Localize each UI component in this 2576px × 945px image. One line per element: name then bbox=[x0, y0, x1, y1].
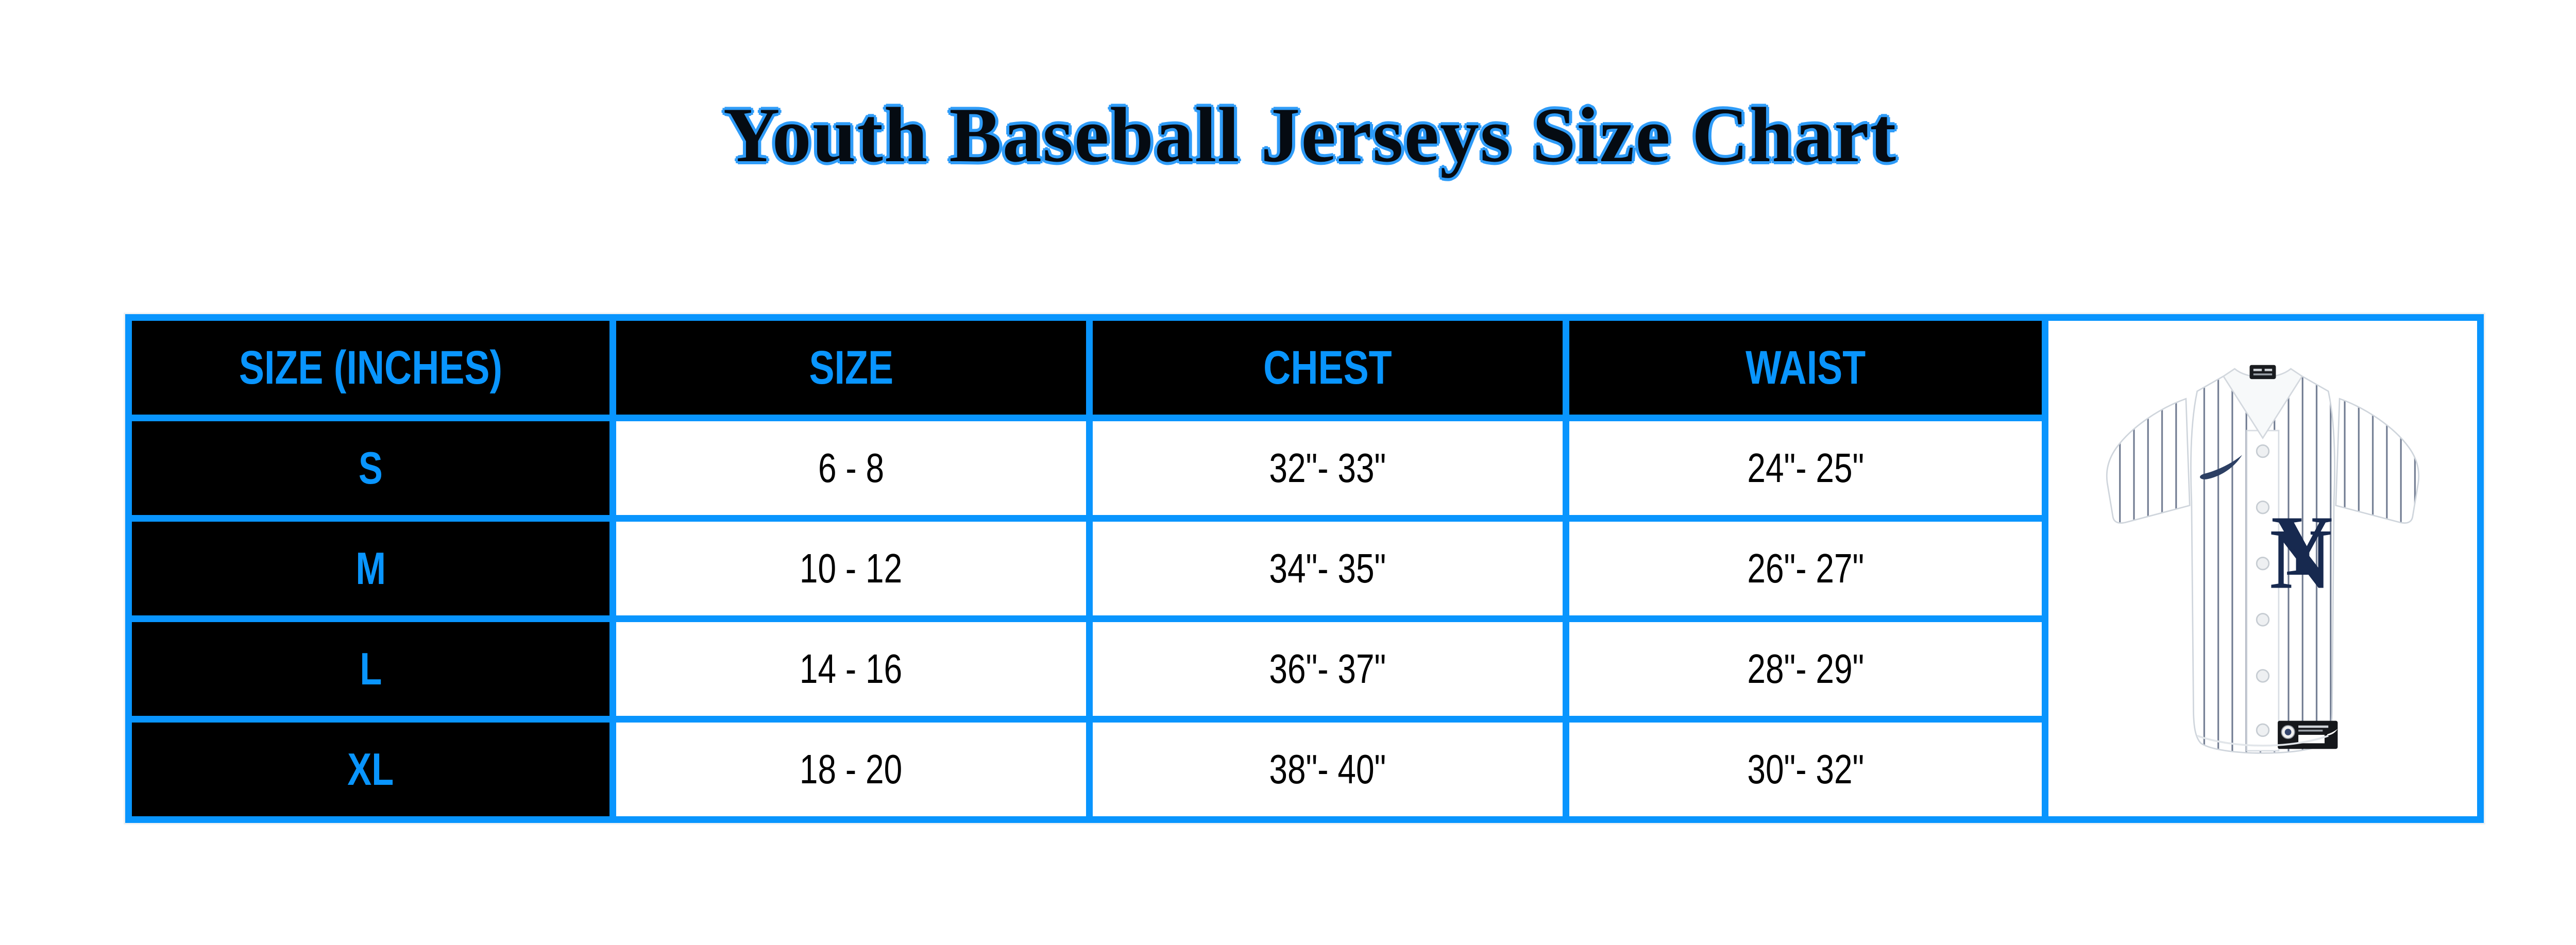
chest-cell: 34"- 35" bbox=[1086, 515, 1569, 622]
jock-tag bbox=[2278, 720, 2338, 749]
row-label-cell: M bbox=[125, 515, 616, 622]
collar-label bbox=[2249, 365, 2276, 380]
waist-cell: 26"- 27" bbox=[1563, 515, 2048, 622]
row-label-cell: L bbox=[125, 615, 616, 723]
jersey-buttons bbox=[2256, 444, 2270, 737]
waist-cell: 28"- 29" bbox=[1563, 615, 2048, 723]
table-row-m: M 10 - 12 34"- 35" 26"- 27" bbox=[125, 515, 2481, 622]
jersey-cell: N Y bbox=[2042, 314, 2484, 823]
column-header-size: SIZE bbox=[609, 314, 1093, 421]
size-chart-table: SIZE (INCHES) SIZE CHEST WAIST bbox=[125, 314, 2484, 823]
jersey-right-sleeve bbox=[2335, 398, 2419, 524]
chest-cell: 32"- 33" bbox=[1086, 415, 1569, 522]
waist-cell: 30"- 32" bbox=[1563, 716, 2048, 823]
table-row-xl: XL 18 - 20 38"- 40" 30"- 32" bbox=[125, 716, 2481, 823]
waist-cell: 24"- 25" bbox=[1563, 415, 2048, 522]
jersey-placket bbox=[2246, 429, 2280, 752]
size-cell: 10 - 12 bbox=[609, 515, 1093, 622]
chest-cell: 36"- 37" bbox=[1086, 615, 1569, 723]
row-label-cell: XL bbox=[125, 716, 616, 823]
column-header-chest: CHEST bbox=[1086, 314, 1569, 421]
size-cell: 18 - 20 bbox=[609, 716, 1093, 823]
size-cell: 14 - 16 bbox=[609, 615, 1093, 723]
size-cell: 6 - 8 bbox=[609, 415, 1093, 522]
chest-cell: 38"- 40" bbox=[1086, 716, 1569, 823]
row-label-cell: S bbox=[125, 415, 616, 522]
jersey-left-sleeve bbox=[2106, 398, 2191, 524]
column-header-size-inches: SIZE (INCHES) bbox=[125, 314, 616, 421]
page-title: Youth Baseball Jerseys Size Chart bbox=[723, 92, 1897, 178]
ny-logo: N Y bbox=[2269, 499, 2353, 607]
nike-swoosh-icon bbox=[2200, 455, 2243, 479]
table-row-s: S 6 - 8 32"- 33" 24"- 25" bbox=[125, 415, 2481, 522]
header-row: SIZE (INCHES) SIZE CHEST WAIST bbox=[125, 314, 2484, 823]
yankees-jersey-image: N Y bbox=[2106, 365, 2419, 754]
table-row-l: L 14 - 16 36"- 37" 28"- 29" bbox=[125, 615, 2481, 723]
column-header-waist: WAIST bbox=[1563, 314, 2048, 421]
